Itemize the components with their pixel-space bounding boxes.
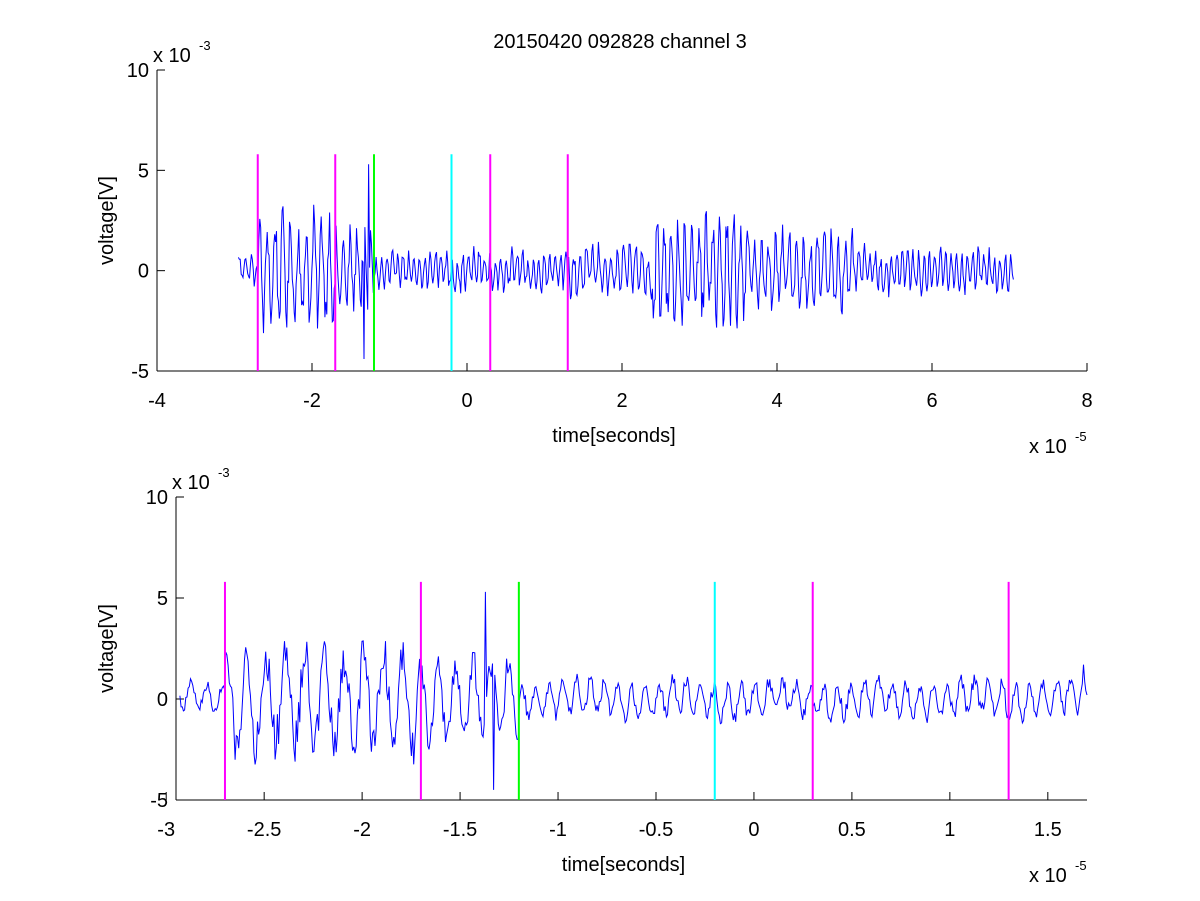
x-tick-label: 4	[771, 390, 782, 412]
x-tick-label: -1	[549, 819, 567, 841]
x-tick-label: 1.5	[1034, 819, 1062, 841]
y-axis-label: voltage[V]	[96, 604, 118, 693]
y-axis-label: voltage[V]	[96, 176, 118, 265]
subplot-2: -5 0 5 10 -3 -2.5 -2 -1.5 -1 -0.5 0 0.5 1 1.5 time[sec…	[96, 465, 1088, 887]
y-multiplier-exponent: -3	[218, 465, 230, 480]
x-tick-label: 0	[461, 390, 472, 412]
x-tick-label: -2	[353, 819, 371, 841]
x-multiplier-exponent: -5	[1075, 429, 1087, 444]
series-line	[179, 591, 1088, 790]
x-tick-label: -2.5	[247, 819, 281, 841]
x-multiplier: x 10	[1029, 436, 1067, 458]
x-tick-label: 2	[616, 390, 627, 412]
x-tick-label: -0.5	[639, 819, 673, 841]
y-multiplier-exponent: -3	[199, 38, 211, 53]
y-multiplier: x 10	[153, 45, 191, 67]
y-tick-label: 5	[157, 588, 168, 610]
x-tick-label: -1.5	[443, 819, 477, 841]
y-multiplier: x 10	[172, 472, 210, 494]
x-tick-label: 1	[944, 819, 955, 841]
x-tick-label: -2	[303, 390, 321, 412]
x-tick-label: -3	[157, 819, 175, 841]
y-tick-label: -5	[131, 361, 149, 383]
y-tick-label: 5	[138, 160, 149, 182]
series-line	[237, 164, 1014, 360]
x-tick-label: 0	[748, 819, 759, 841]
y-tick-label: -5	[150, 790, 168, 812]
figure-title: 20150420 092828 channel 3	[493, 31, 747, 53]
x-multiplier-exponent: -5	[1075, 858, 1087, 873]
y-tick-label: 10	[146, 487, 168, 509]
y-tick-label: 0	[138, 261, 149, 283]
x-tick-label: 0.5	[838, 819, 866, 841]
x-tick-label: 8	[1081, 390, 1092, 412]
y-tick-label: 0	[157, 689, 168, 711]
x-tick-label: -4	[148, 390, 166, 412]
subplot-1: -5 0 5 10 -4 -2 0 2 4 6 8 time[seconds] voltage[V] x …	[96, 38, 1093, 458]
x-axis-label: time[seconds]	[562, 854, 685, 876]
x-tick-label: 6	[926, 390, 937, 412]
x-multiplier: x 10	[1029, 865, 1067, 887]
y-tick-label: 10	[127, 60, 149, 82]
x-axis-label: time[seconds]	[552, 425, 675, 447]
